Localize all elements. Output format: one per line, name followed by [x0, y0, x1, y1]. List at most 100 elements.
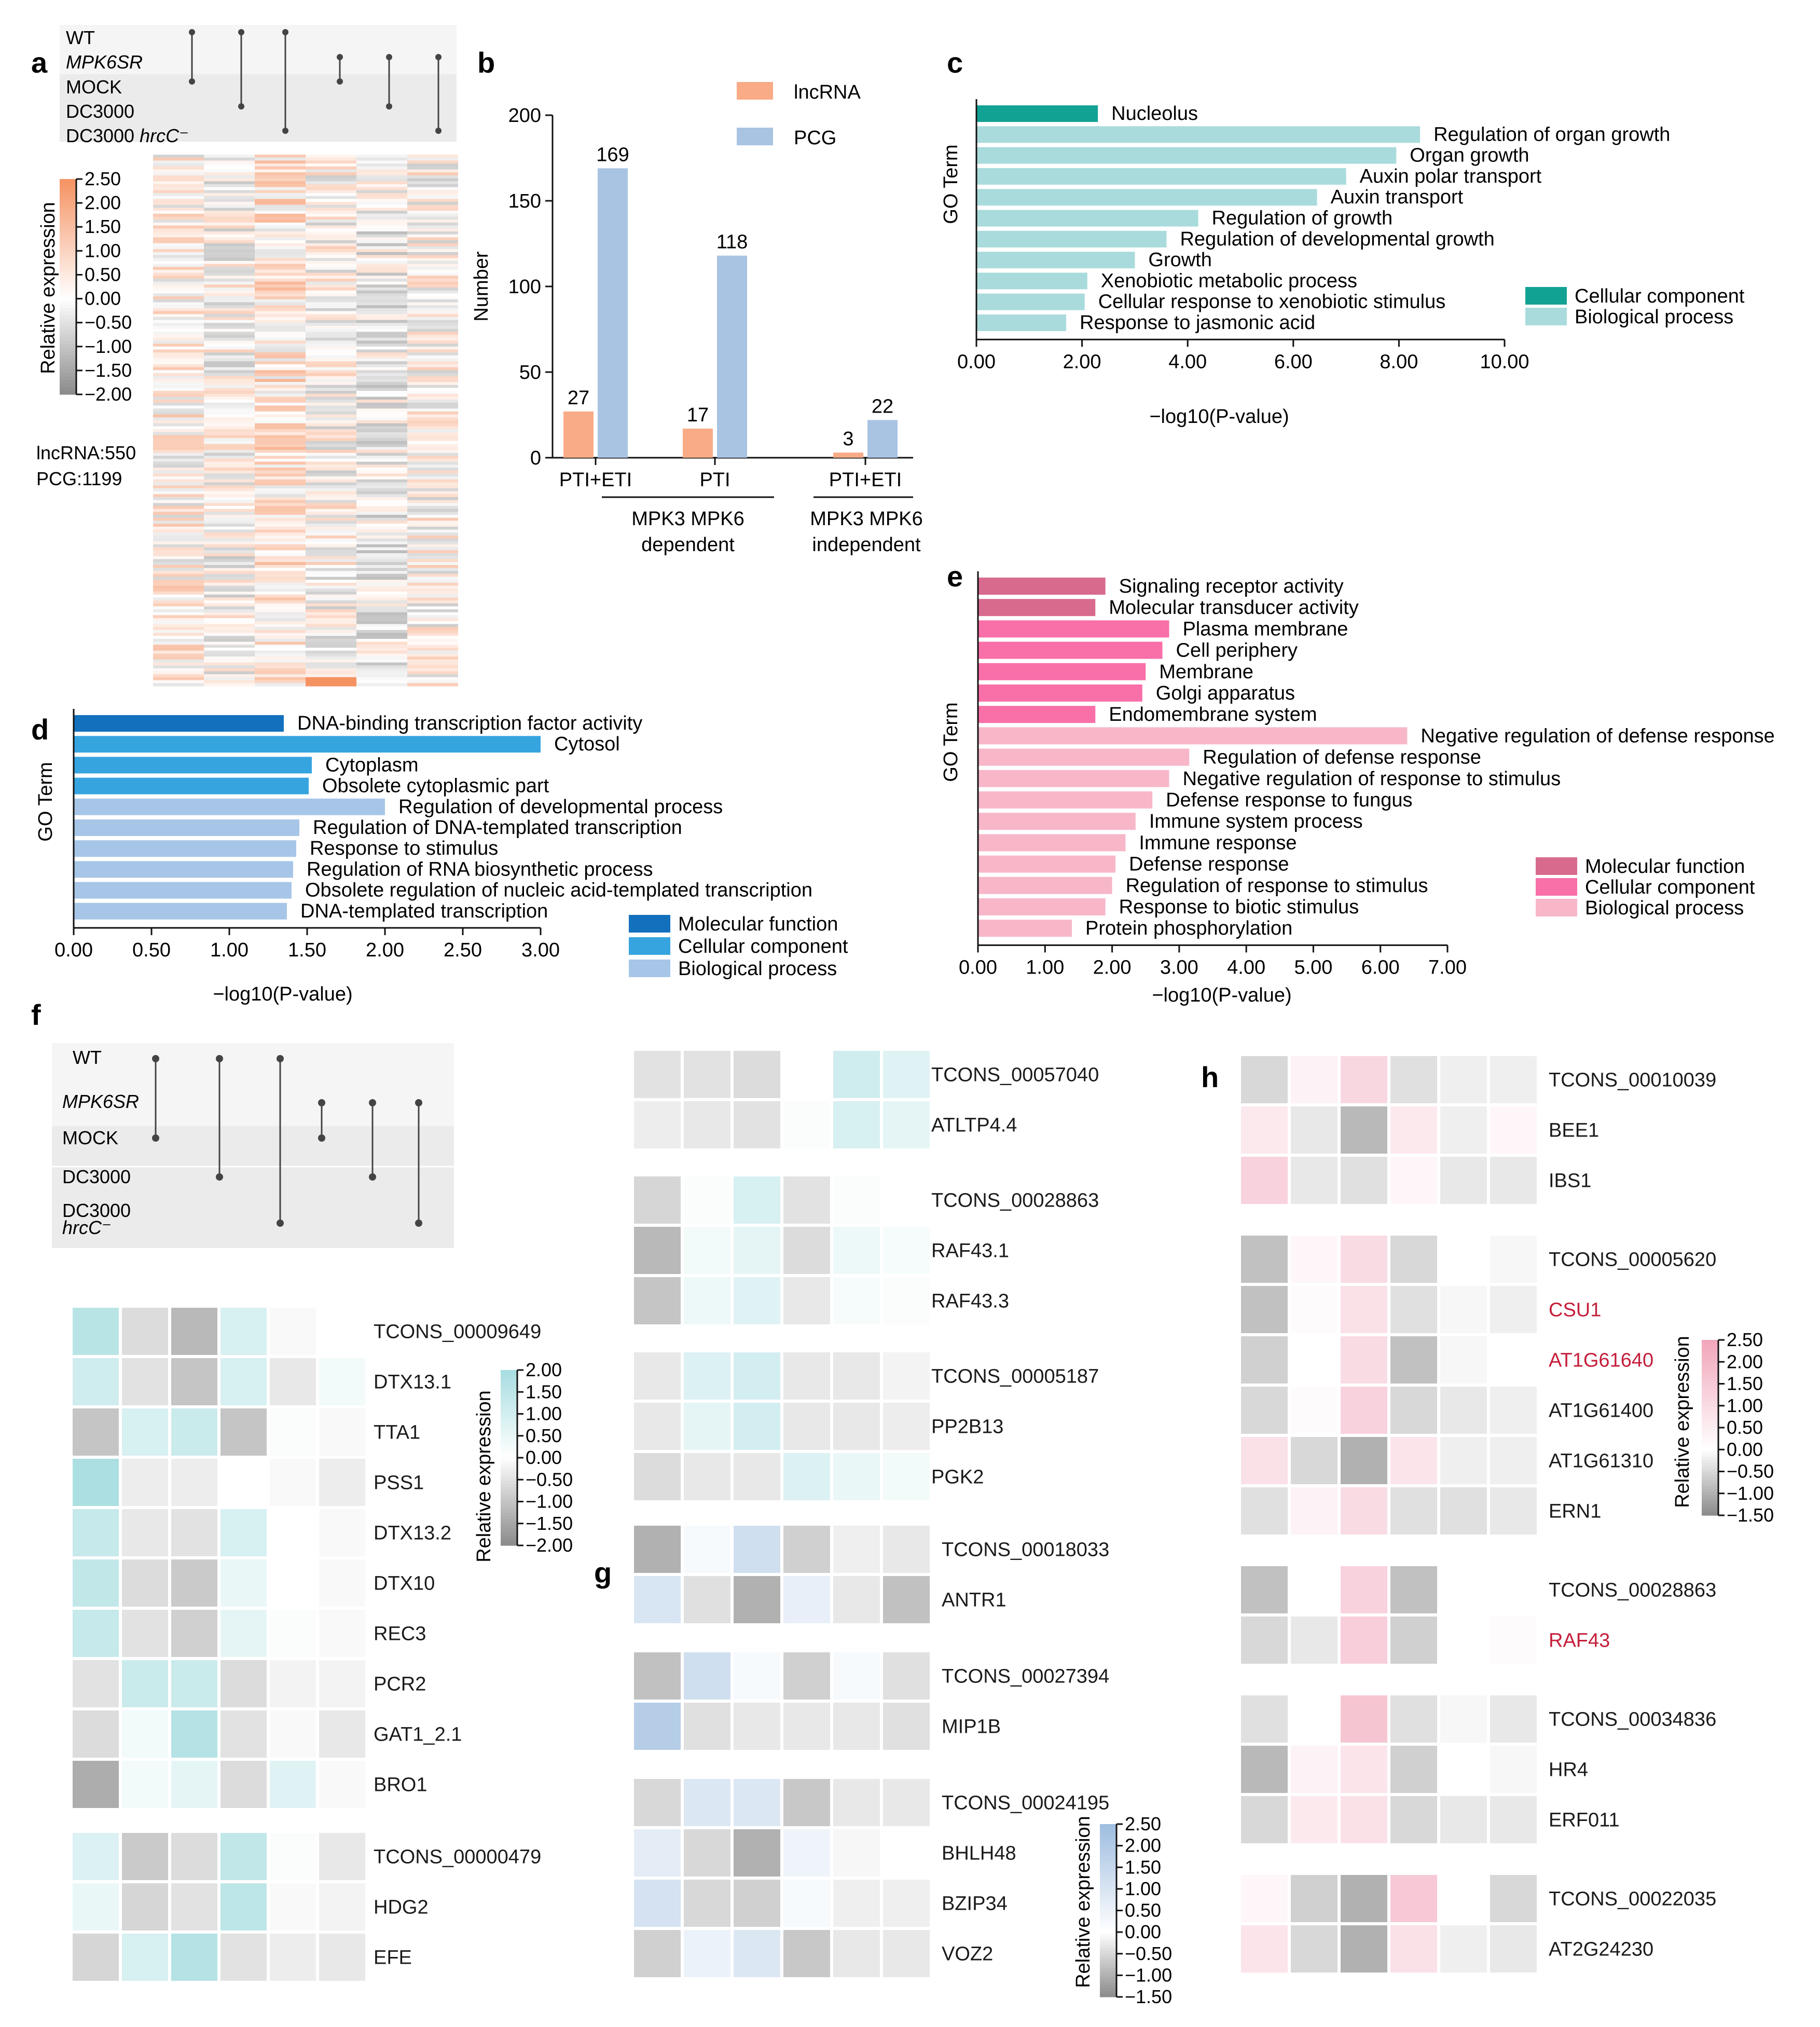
heatmap-a-cell [407, 517, 458, 522]
colorbar-g-segment [1100, 1988, 1116, 1992]
heatmap-a-cell [153, 231, 204, 235]
heatmap-a-cell [153, 240, 204, 244]
heatmap-a-cell [306, 290, 356, 294]
heatmap-a-cell [255, 355, 306, 359]
heatmap-a-cell [306, 577, 356, 580]
heatmap-a-cell [204, 358, 255, 362]
heatmap-a-cell [356, 677, 407, 681]
colorbar-a-segment [60, 222, 76, 226]
heatmap-a-cell [204, 228, 255, 232]
heatmap-a-cell [153, 358, 204, 362]
go-bar [74, 798, 385, 815]
heatmap-cell [1341, 1157, 1387, 1204]
go-bar [978, 855, 1116, 873]
heatmap-a-cell [255, 314, 306, 318]
heatmap-a-cell [255, 163, 306, 167]
heatmap-a-cell [306, 376, 356, 379]
heatmap-a-cell [153, 629, 204, 634]
heatmap-a-cell [356, 453, 407, 456]
heatmap-cell [1341, 1925, 1387, 1973]
heatmap-a-cell [153, 181, 204, 185]
heatmap-cell [684, 1227, 730, 1274]
heatmap-a-cell [204, 680, 255, 683]
colorbar-title-g: Relative expression [1072, 1816, 1094, 1988]
heatmap-a-cell [356, 420, 407, 424]
colorbar-a-segment [60, 197, 76, 201]
go-bar [74, 882, 292, 899]
heatmap-a-cell [153, 405, 204, 409]
colorbar-a-segment [60, 391, 76, 395]
go-term-label: DNA-binding transcription factor activit… [297, 713, 642, 734]
colorbar-h-segment [1702, 1360, 1718, 1364]
heatmap-a-cell [204, 650, 255, 654]
heatmap-cell [73, 1358, 119, 1405]
heatmap-a-cell [153, 562, 204, 566]
go-x-tick-label: 0.00 [959, 956, 997, 978]
heatmap-a-cell [356, 370, 407, 374]
heatmap-a-cell [407, 456, 458, 459]
heatmap-a-cell [407, 594, 458, 598]
heatmap-cell [833, 1101, 880, 1148]
lncrna-pcg-heatmap [153, 155, 458, 687]
heatmap-a-cell [153, 524, 204, 527]
heatmap-a-cell [153, 556, 204, 559]
heatmap-f: TCONS_00009649DTX13.1TTA1PSS1DTX13.2DTX1… [73, 1308, 541, 1981]
heatmap-a-cell [356, 290, 407, 294]
heatmap-a-cell [255, 500, 306, 503]
heatmap-a-cell [306, 621, 356, 625]
heatmap-a-cell [153, 287, 204, 291]
heatmap-a-cell [204, 553, 255, 557]
colorbar-a-segment [60, 251, 76, 255]
heatmap-a-cell [204, 243, 255, 246]
colorbar-a-segment [60, 290, 76, 294]
heatmap-a-cell [153, 314, 204, 318]
heatmap-a-cell [204, 323, 255, 326]
heatmap-a-cell [255, 464, 306, 468]
heatmap-a-cell [255, 405, 306, 409]
colorbar-h-segment [1702, 1340, 1718, 1344]
heatmap-a-cell [356, 269, 407, 273]
heatmap-a-cell [306, 535, 356, 539]
heatmap-a-cell [407, 408, 458, 412]
heatmap-a-cell [153, 591, 204, 595]
heatmap-a-cell [153, 515, 204, 518]
colorbar-a-segment [60, 348, 76, 352]
heatmap-a-cell [356, 308, 407, 312]
go-term-label: Obsolete regulation of nucleic acid-temp… [305, 880, 812, 901]
heatmap-a-cell [255, 668, 306, 672]
heatmap-a-cell [153, 438, 204, 442]
go-bar [74, 736, 541, 753]
heatmap-a-cell [356, 521, 407, 524]
heatmap-cell [883, 1930, 930, 1977]
heatmap-a-cell [153, 597, 204, 601]
b-value-label: 27 [568, 387, 589, 409]
heatmap-a-cell [255, 447, 306, 450]
heatmap-a-cell [204, 284, 255, 288]
colorbar-f-tick-label: −0.50 [526, 1469, 573, 1490]
heatmap-a-cell [407, 222, 458, 226]
heatmap-a-cell [204, 317, 255, 321]
heatmap-a-cell [356, 544, 407, 548]
heatmap-a-cell [204, 444, 255, 447]
heatmap-a-cell [306, 656, 356, 660]
heatmap-cell [270, 1358, 316, 1405]
heatmap-a-cell [306, 320, 356, 323]
heatmap-a-cell [306, 482, 356, 486]
go-x-tick-label: 0.00 [957, 351, 996, 373]
go-term-label: Obsolete cytoplasmic part [322, 775, 549, 797]
heatmap-a-cell [255, 582, 306, 586]
go-legend-swatch [1525, 308, 1567, 325]
lncrna-count: lncRNA:550 [36, 442, 136, 463]
heatmap-cell [783, 1880, 830, 1927]
go-term-label: Plasma membrane [1182, 618, 1348, 640]
heatmap-a-cell [407, 175, 458, 179]
heatmap-row-label: PP2B13 [931, 1416, 1003, 1438]
b-group-label-line: dependent [641, 534, 735, 556]
heatmap-a-cell [306, 264, 356, 267]
heatmap-a-cell [407, 323, 458, 326]
heatmap-a-cell [407, 358, 458, 362]
colorbar-a-segment [60, 301, 76, 305]
heatmap-row-label: ANTR1 [942, 1590, 1006, 1611]
heatmap-cell [684, 1101, 730, 1148]
heatmap-a-cell [356, 438, 407, 442]
